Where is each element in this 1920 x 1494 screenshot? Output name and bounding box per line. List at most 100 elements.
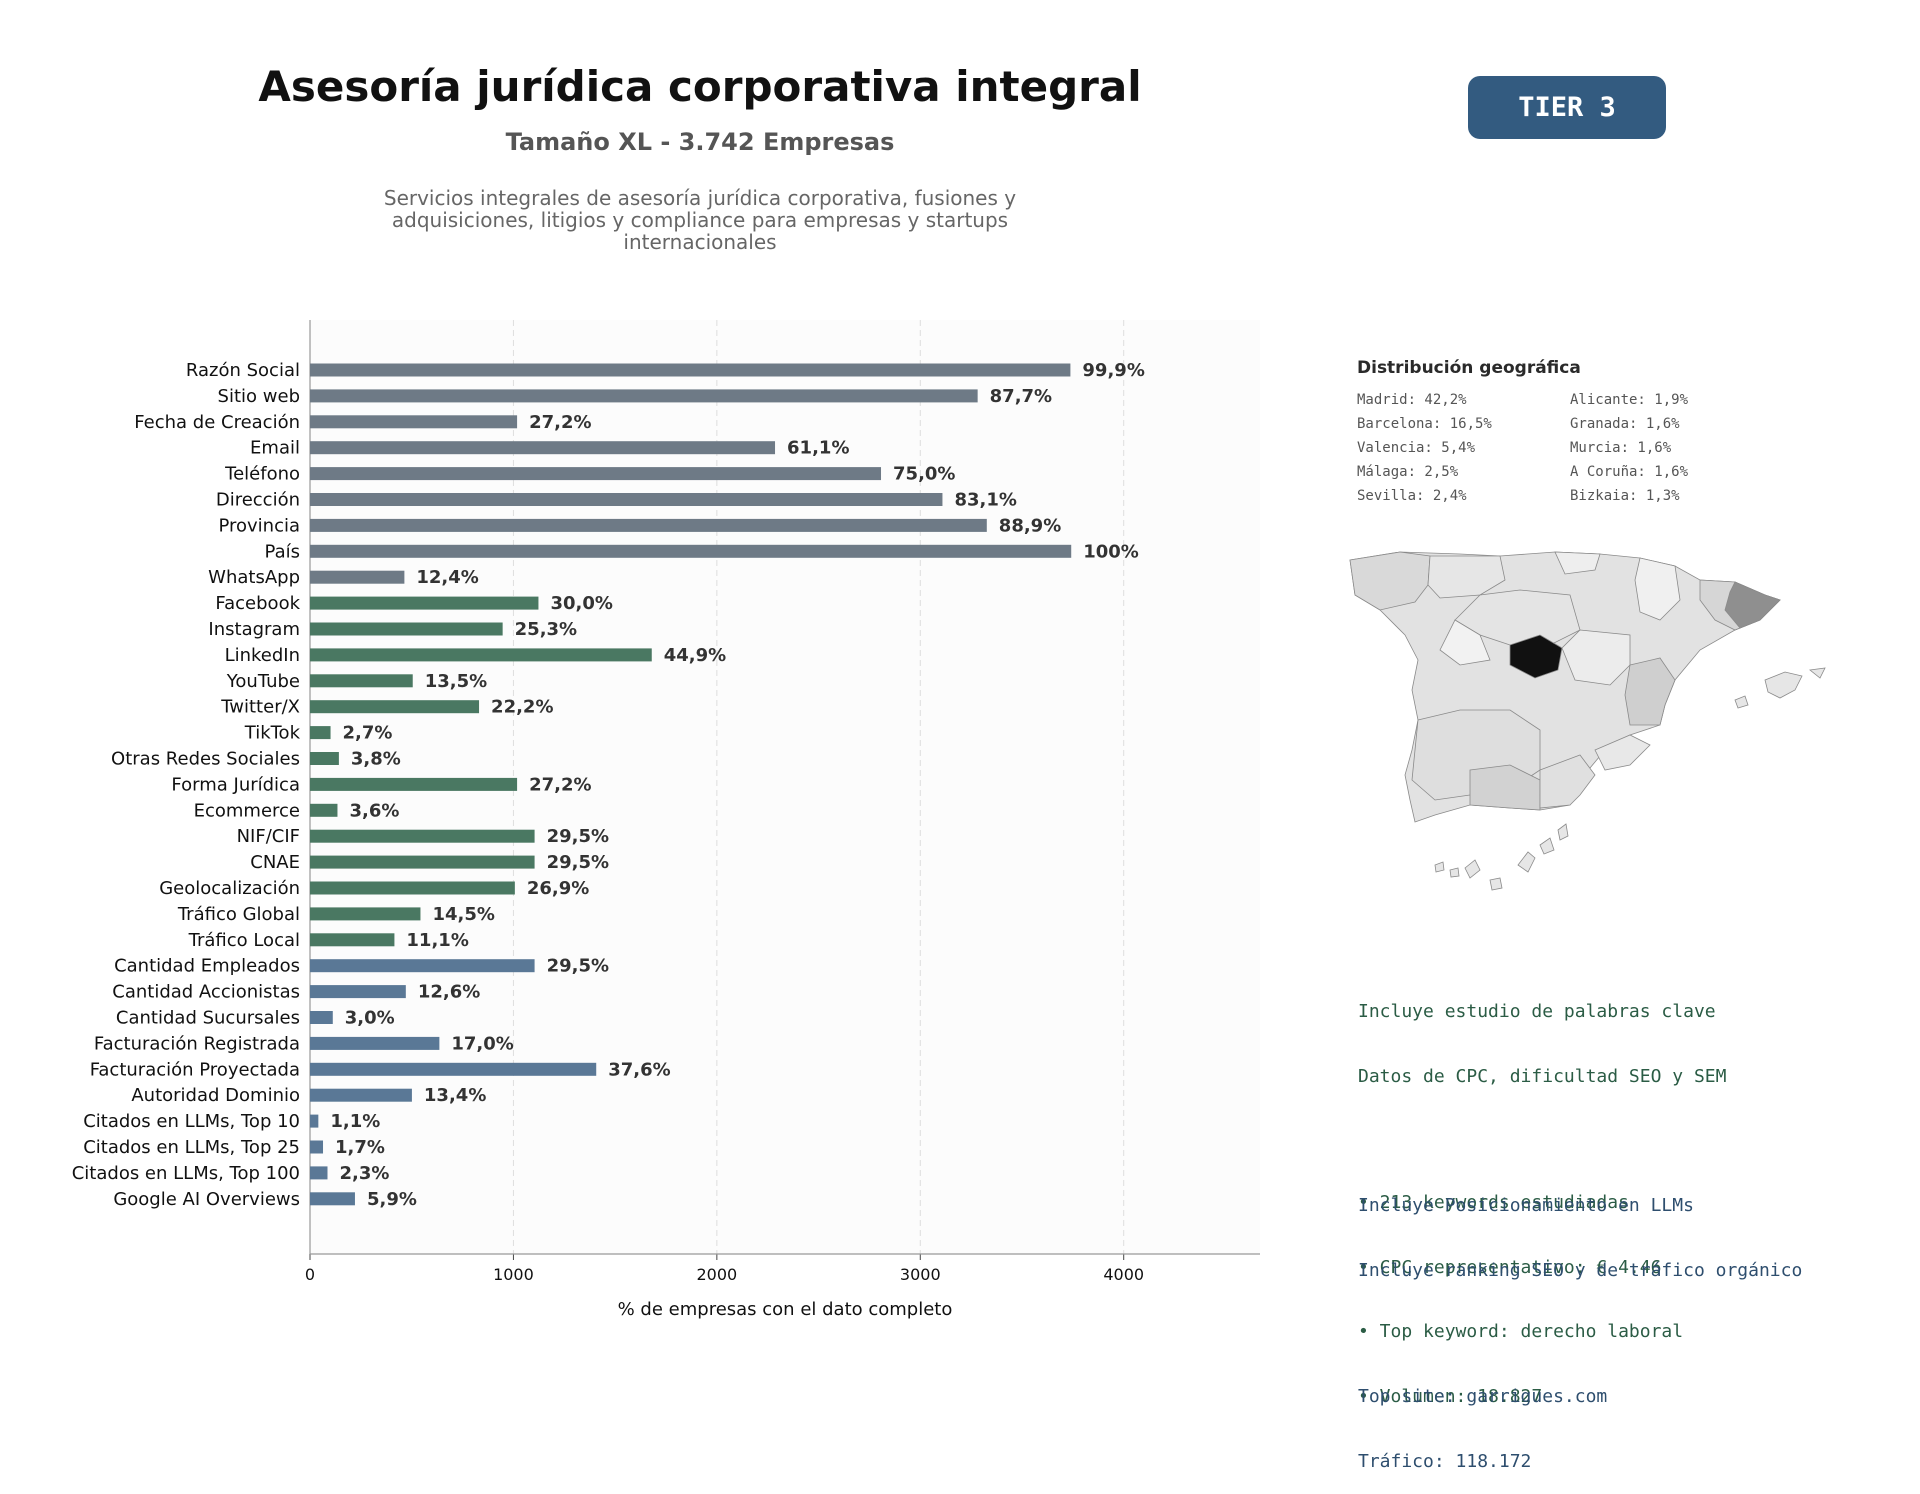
category-label: Twitter/X	[220, 697, 300, 718]
bar	[310, 700, 480, 714]
data-label: 5,9%	[367, 1189, 417, 1210]
data-label: 26,9%	[527, 878, 589, 899]
category-label: Geolocalización	[159, 878, 300, 899]
geo-item: Málaga: 2,5%	[1357, 464, 1459, 480]
geo-item: A Coruña: 1,6%	[1570, 464, 1689, 480]
bar	[310, 441, 776, 455]
bar	[310, 907, 421, 921]
bar	[310, 674, 413, 688]
data-label: 30,0%	[550, 593, 612, 614]
data-label: 22,2%	[491, 697, 553, 718]
data-label: 3,8%	[351, 749, 401, 770]
data-label: 12,4%	[416, 567, 478, 588]
bar	[310, 1011, 333, 1024]
category-label: Citados en LLMs, Top 100	[72, 1163, 300, 1184]
data-label: 100%	[1083, 541, 1139, 562]
tier-badge: TIER 3	[1468, 76, 1666, 139]
x-tick-label: 3000	[900, 1265, 941, 1284]
map-island	[1464, 859, 1481, 879]
map-island	[1809, 667, 1826, 679]
keywords-bullet: • 213 keywords estudiadas	[1358, 1192, 1629, 1213]
llm-info: Incluye Posicionamiento en LLMs Incluye …	[1358, 1152, 1802, 1494]
geo-item: Granada: 1,6%	[1570, 416, 1680, 432]
map-region	[1724, 581, 1781, 629]
data-label: 75,0%	[893, 464, 955, 485]
category-label: TikTok	[244, 723, 301, 744]
bar	[310, 855, 535, 869]
category-label: Dirección	[216, 490, 300, 511]
data-label: 29,5%	[547, 852, 609, 873]
data-label: 29,5%	[547, 826, 609, 847]
data-label: 44,9%	[664, 645, 726, 666]
bar	[310, 622, 503, 636]
llm-line: Incluye Posicionamiento en LLMs	[1358, 1195, 1694, 1216]
data-label: 83,1%	[954, 490, 1016, 511]
category-label: Cantidad Sucursales	[116, 1008, 300, 1029]
category-label: Instagram	[208, 619, 300, 640]
data-label: 11,1%	[406, 930, 468, 951]
keywords-line: Incluye estudio de palabras clave	[1358, 1001, 1716, 1022]
category-label: Citados en LLMs, Top 25	[83, 1137, 300, 1158]
category-label: Google AI Overviews	[113, 1189, 300, 1210]
page-description: Servicios integrales de asesoría jurídic…	[360, 187, 1040, 253]
data-label: 61,1%	[787, 438, 849, 459]
data-label: 1,1%	[330, 1111, 380, 1132]
map-region	[1439, 619, 1491, 666]
geo-list: Madrid: 42,2% Alicante: 1,9% Barcelona: …	[1357, 392, 1877, 504]
category-label: Fecha de Creación	[134, 412, 300, 433]
page-subtitle: Tamaño XL - 3.742 Empresas	[505, 128, 895, 156]
data-label: 25,3%	[515, 619, 577, 640]
bar	[310, 544, 1072, 558]
bar	[310, 881, 515, 895]
bar	[310, 1192, 355, 1206]
keywords-bullet: • Top keyword: derecho laboral	[1358, 1321, 1684, 1342]
bar	[310, 752, 339, 765]
bar	[310, 1036, 440, 1050]
category-label: Facturación Proyectada	[90, 1059, 300, 1080]
data-label: 37,6%	[608, 1059, 670, 1080]
data-label: 2,3%	[339, 1163, 389, 1184]
data-label: 3,6%	[349, 800, 399, 821]
data-label: 14,5%	[432, 904, 494, 925]
top-site-line: Tráfico: 118.172	[1358, 1450, 1532, 1472]
geo-item: Barcelona: 16,5%	[1357, 416, 1492, 432]
geo-item: Murcia: 1,6%	[1570, 440, 1672, 456]
map-region	[1539, 754, 1596, 809]
category-label: Sitio web	[218, 386, 300, 407]
map-region	[1624, 657, 1676, 726]
data-label: 3,0%	[345, 1008, 395, 1029]
bar	[310, 959, 535, 973]
top-site-line: Top site: garrigues.com	[1358, 1386, 1608, 1407]
description-line: adquisiciones, litigios y compliance par…	[391, 208, 1009, 232]
category-label: Otras Redes Sociales	[111, 749, 300, 770]
bar	[310, 777, 518, 791]
bar	[310, 363, 1071, 377]
map-region	[1554, 551, 1601, 575]
x-tick-label: 0	[305, 1265, 315, 1284]
bar	[310, 1062, 597, 1076]
data-label: 13,4%	[424, 1085, 486, 1106]
bar	[310, 389, 978, 403]
data-label: 2,7%	[343, 723, 393, 744]
category-label: Cantidad Accionistas	[112, 982, 300, 1003]
bar	[310, 648, 652, 662]
category-label: Teléfono	[224, 464, 300, 485]
bar	[310, 596, 539, 610]
bar-chart: 0 1000 2000 3000 4000 Razón Social 99,9% Sitio …	[72, 320, 1260, 1320]
category-label: CNAE	[250, 852, 300, 873]
description-line: Servicios integrales de asesoría jurídic…	[383, 186, 1017, 210]
category-label: Forma Jurídica	[171, 774, 300, 795]
bar	[310, 415, 518, 429]
map-region	[1349, 551, 1431, 611]
spain-map	[1349, 551, 1826, 891]
geo-item: Valencia: 5,4%	[1357, 440, 1476, 456]
map-region	[1634, 557, 1681, 621]
bar	[310, 803, 338, 817]
category-label: Email	[250, 438, 300, 459]
bar	[310, 570, 405, 584]
map-island	[1489, 877, 1503, 891]
data-label: 12,6%	[418, 982, 480, 1003]
category-label: Tráfico Local	[188, 930, 300, 951]
map-island	[1434, 861, 1445, 873]
x-tick-label: 1000	[493, 1265, 534, 1284]
